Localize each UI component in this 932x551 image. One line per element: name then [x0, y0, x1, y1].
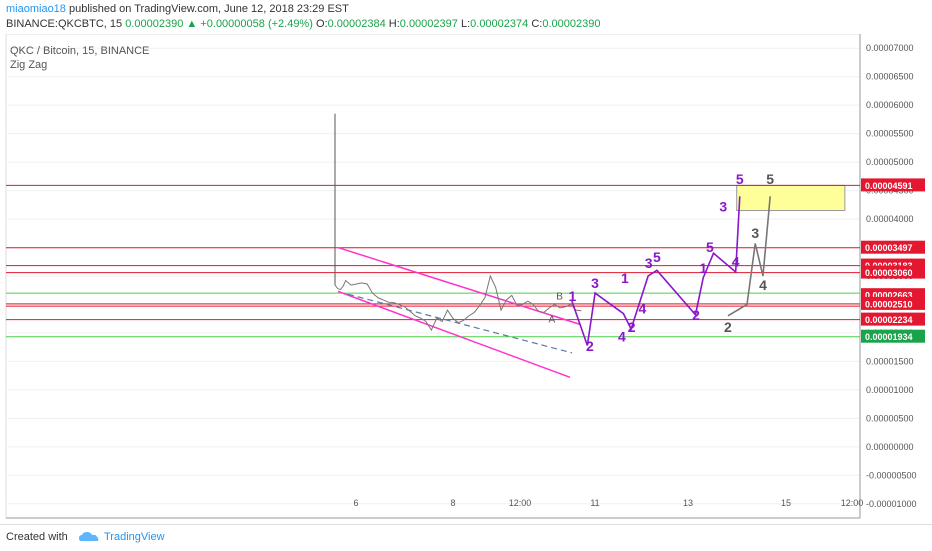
high-label: H:: [388, 18, 400, 30]
close-label: C:: [531, 18, 543, 30]
wave-label: 1: [699, 260, 707, 276]
wave-label: B: [556, 291, 563, 302]
purple-wave-projection[interactable]: [571, 196, 741, 346]
wave-label: 5: [766, 171, 774, 187]
target-zone-box[interactable]: [736, 184, 846, 212]
open-value: 0.00002384: [327, 18, 386, 30]
gray-wave-projection[interactable]: [727, 196, 771, 317]
tradingview-cloud-icon: [79, 532, 99, 541]
wave-label: 5: [653, 249, 661, 265]
price-label-bg: [861, 296, 925, 310]
y-tick-label: 0.00000500: [866, 413, 914, 423]
low-label: L:: [460, 18, 471, 30]
price-label-bg: [861, 178, 925, 192]
y-tick-label: 0.00000000: [866, 442, 914, 452]
y-tick-label: -0.00000500: [866, 470, 917, 480]
y-tick-label: 0.00004000: [866, 214, 914, 224]
tradingview-brand[interactable]: TradingView: [104, 531, 165, 543]
low-value: 0.00002374: [470, 18, 529, 30]
y-tick-label: 0.00006500: [866, 72, 914, 82]
chart-legend: QKC / Bitcoin, 15, BINANCE Zig Zag: [10, 44, 149, 72]
price-label: 0.00002663: [865, 291, 913, 301]
header-bar: miaomiao18 published on TradingView.com,…: [0, 0, 932, 34]
y-tick-label: 0.00001500: [866, 356, 914, 366]
close-value: 0.00002390: [542, 18, 601, 30]
price-label-bg: [861, 312, 925, 326]
y-tick-label: 0.00006000: [866, 100, 914, 110]
wave-label: 3: [751, 225, 759, 241]
price-label: 0.00002510: [865, 299, 913, 309]
price-label: 0.00004591: [865, 181, 913, 191]
footer: Created with TradingView: [0, 524, 932, 551]
price-label-bg: [861, 329, 925, 343]
wave-label: 2: [724, 319, 732, 335]
published-text: published on TradingView.com, June 12, 2…: [68, 3, 349, 15]
price-label: 0.00003060: [865, 268, 913, 278]
x-tick-label: 12:00: [509, 498, 532, 508]
price-label: 0.00002234: [865, 315, 913, 325]
wave-label: A: [548, 315, 555, 326]
publish-line: miaomiao18 published on TradingView.com,…: [6, 3, 349, 15]
x-tick-label: 6: [353, 498, 358, 508]
wave-label: 4: [618, 328, 626, 344]
price-series-line: [334, 274, 582, 332]
wave-label: 2: [692, 307, 700, 323]
author-link[interactable]: miaomiao18: [6, 3, 66, 15]
x-tick-label: 8: [450, 498, 455, 508]
wave-label: 2: [586, 338, 594, 354]
wave-label: 3: [719, 199, 727, 215]
y-tick-label: -0.00001000: [866, 499, 917, 509]
x-tick-label: 11: [590, 498, 599, 508]
indicator-name[interactable]: Zig Zag: [10, 59, 48, 71]
wave-label: 5: [706, 239, 714, 255]
wave-label: 5: [736, 171, 744, 187]
channel-lower-line[interactable]: [337, 290, 571, 379]
wave-label: 4: [639, 301, 647, 317]
wave-label: 2: [628, 319, 636, 335]
wave-label: 3: [591, 275, 599, 291]
y-tick-label: 0.00007000: [866, 43, 914, 53]
x-tick-label: 13: [683, 498, 693, 508]
price-label-bg: [861, 265, 925, 279]
chart-title: QKC / Bitcoin, 15, BINANCE: [10, 45, 150, 57]
symbol-label: BINANCE:QKCBTC, 15: [6, 18, 123, 30]
up-arrow-icon: ▲: [186, 18, 198, 30]
wave-label: 1: [621, 270, 629, 286]
x-tick-label: 12:00: [841, 498, 864, 508]
last-price: 0.00002390: [125, 18, 184, 30]
price-label-bg: [861, 240, 925, 254]
created-with-text: Created with: [6, 531, 68, 543]
x-tick-label: 15: [781, 498, 791, 508]
wave-label: 4: [732, 253, 740, 269]
price-label: 0.00003497: [865, 243, 913, 253]
price-label: 0.00001934: [865, 332, 913, 342]
high-value: 0.00002397: [399, 18, 458, 30]
y-tick-label: 0.00005500: [866, 129, 914, 139]
ohlc-line: BINANCE:QKCBTC, 15 0.00002390 ▲ +0.00000…: [6, 18, 600, 30]
price-chart[interactable]: 0.00007000 0.00006500 0.00006000 0.00005500…: [0, 34, 932, 524]
y-tick-label: 0.00005000: [866, 157, 914, 167]
wave-label: 4: [759, 277, 767, 293]
wave-label: 3: [645, 255, 653, 271]
channel-mid-dashed[interactable]: [347, 293, 573, 354]
wave-label: 1: [569, 288, 577, 304]
price-change: +0.00000058 (+2.49%): [200, 18, 313, 30]
open-label: O:: [315, 18, 328, 30]
y-tick-label: 0.00001000: [866, 385, 914, 395]
